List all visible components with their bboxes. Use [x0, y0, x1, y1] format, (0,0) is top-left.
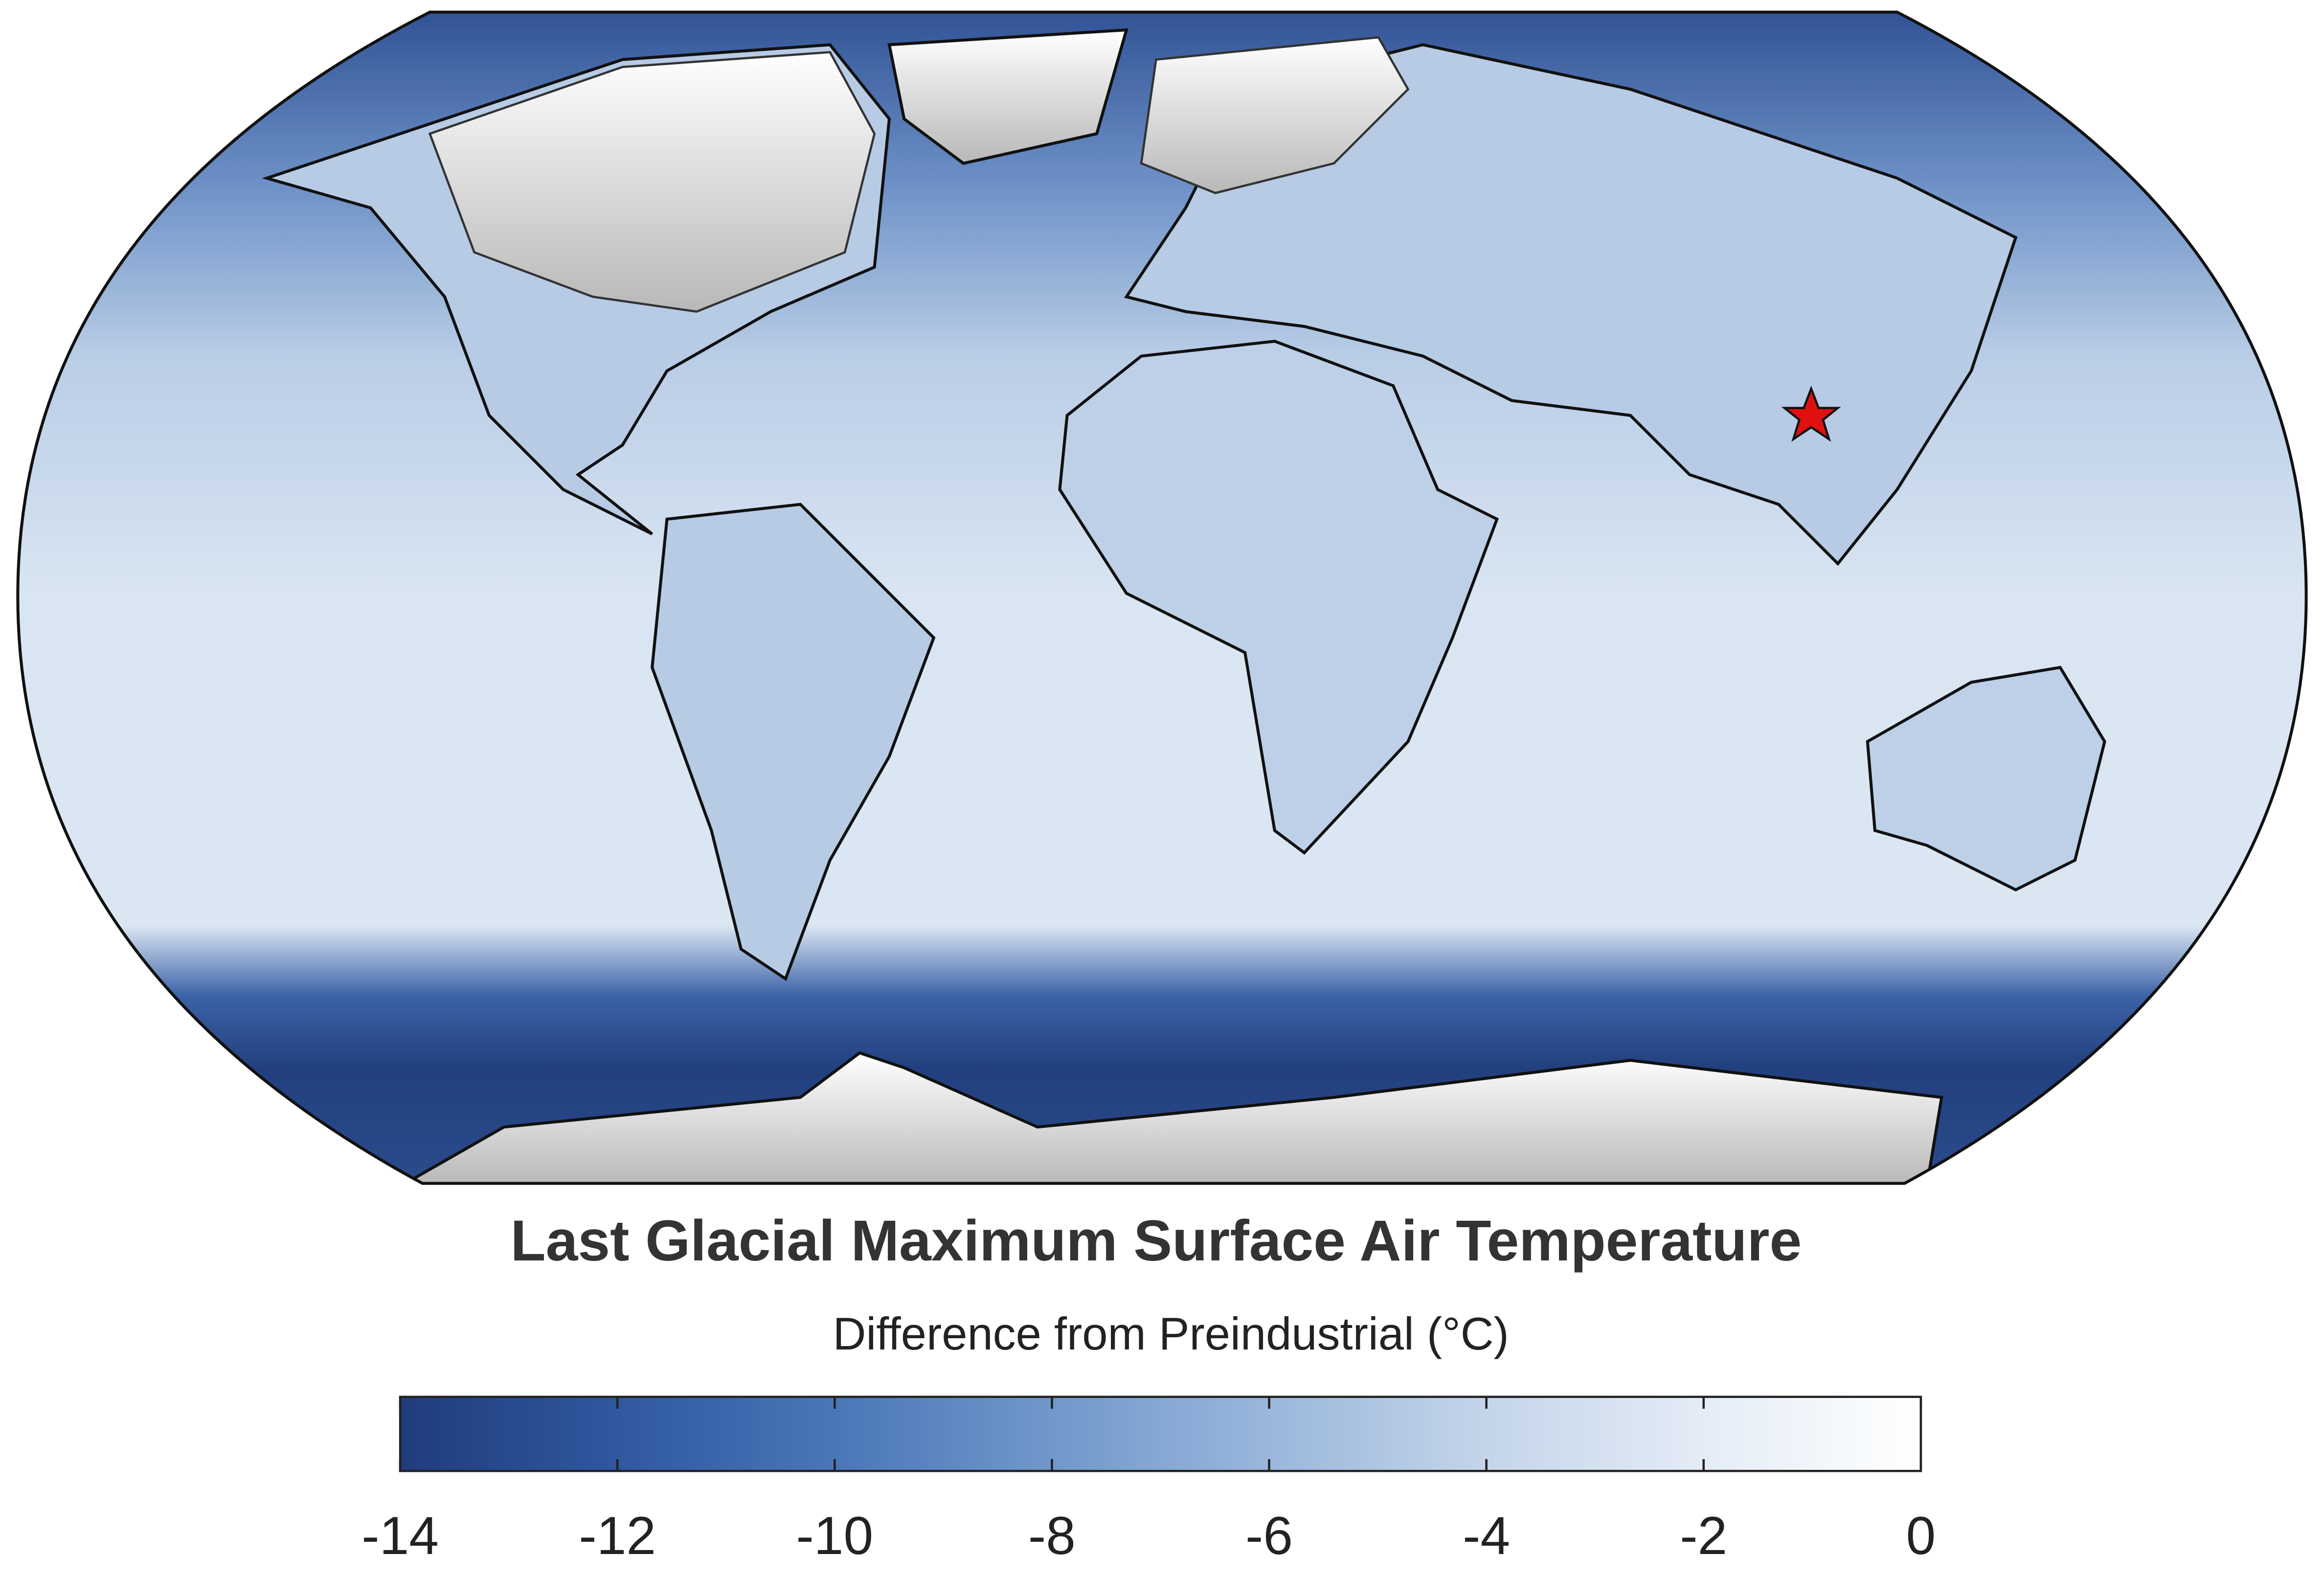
colorbar [399, 1395, 1922, 1472]
africa [1058, 340, 1499, 855]
tick-label: -12 [579, 1506, 656, 1566]
antarctica [394, 1051, 1943, 1184]
map-frame [16, 10, 2308, 1185]
subtitle: Difference from Preindustrial (°C) [833, 1308, 1509, 1359]
tick-label: -14 [361, 1506, 439, 1566]
map [18, 12, 2306, 1184]
south-america [651, 503, 936, 981]
tick-label: 0 [1906, 1506, 1936, 1566]
laurentide-ice [428, 51, 876, 313]
eurasia [1124, 43, 2018, 566]
tick-label: -2 [1680, 1506, 1727, 1566]
tick-label: -4 [1463, 1506, 1510, 1566]
scandinavian-ice [1140, 36, 1410, 194]
greenland [887, 28, 1128, 165]
tick-label: -10 [796, 1506, 873, 1566]
site-marker [1781, 386, 1841, 442]
tick-label: -8 [1028, 1506, 1076, 1566]
australia [1866, 665, 2106, 892]
tick-label: -6 [1245, 1506, 1293, 1566]
title: Last Glacial Maximum Surface Air Tempera… [510, 1209, 1802, 1273]
